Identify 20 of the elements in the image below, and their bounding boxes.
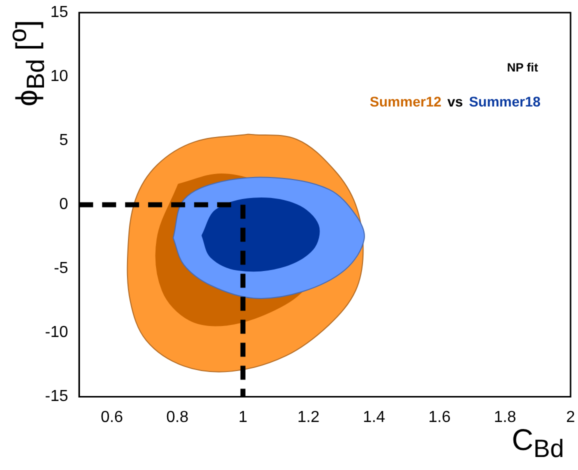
y-tick-label: 10: [50, 68, 68, 86]
annotation: NP fit: [506, 60, 538, 75]
text: Summer12: [370, 94, 442, 110]
y-tick-label: 15: [50, 4, 68, 22]
x-tick-label: 2: [566, 408, 576, 426]
y-tick-label: 5: [59, 132, 68, 150]
annotation: vs: [447, 94, 464, 110]
x-tick-label: 1.8: [494, 408, 516, 426]
text: Summer18: [468, 94, 541, 110]
y-tick-label: -5: [54, 260, 68, 278]
y-tick-label: 0: [59, 196, 68, 214]
y-tick-label: -15: [45, 388, 68, 406]
x-axis-title: C$_{Bd}$: [512, 424, 564, 464]
y-tick-label: -10: [45, 324, 68, 342]
x-tick-label: 1.2: [297, 408, 320, 426]
x-tick-label: 1.6: [428, 408, 451, 426]
x-tick-label: 0.8: [166, 408, 189, 426]
x-tick-label: 1.4: [362, 408, 386, 426]
x-tick-label: 1: [238, 408, 248, 426]
x-tick-label: 0.6: [100, 408, 124, 426]
